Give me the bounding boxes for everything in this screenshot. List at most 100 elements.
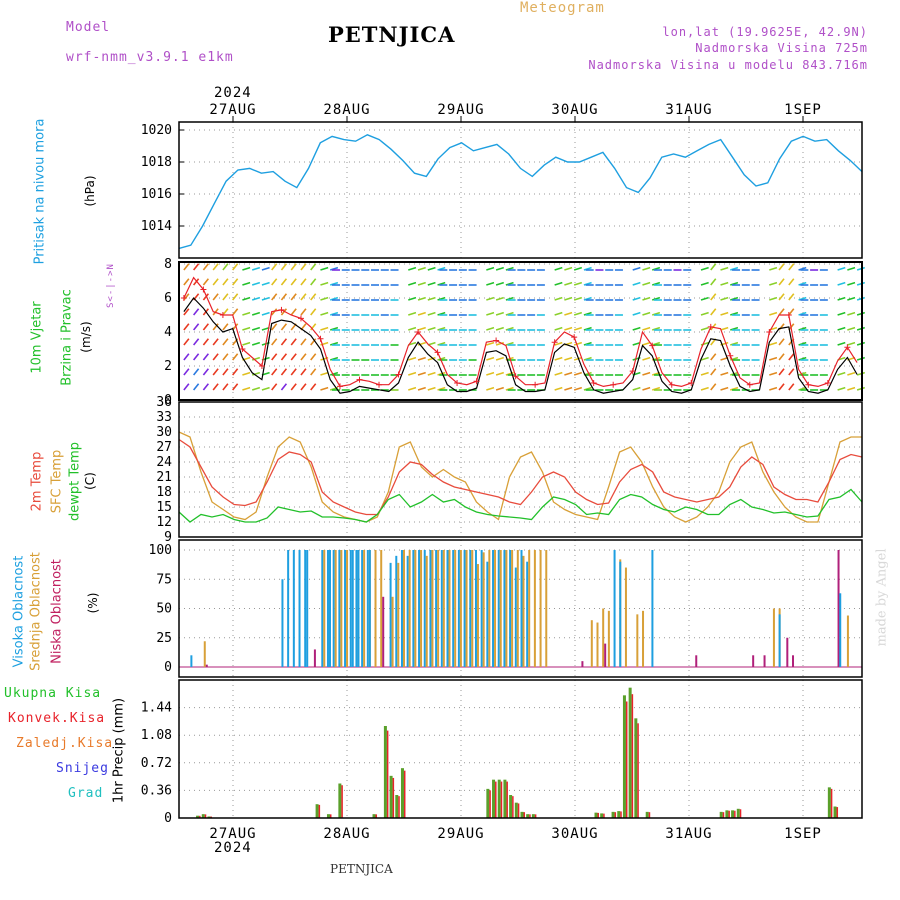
- cloud-mid-bar: [516, 550, 519, 667]
- cloud-mid-bar: [425, 555, 428, 667]
- wind-gust-marker: [200, 286, 207, 293]
- precip-total-bar: [486, 788, 490, 818]
- wind-arrow: [261, 266, 270, 271]
- wind-arrow: [242, 386, 251, 391]
- wind-gust-marker: [668, 381, 675, 388]
- day-label-top-0: 27AUG: [209, 102, 256, 118]
- wind-arrow: [778, 383, 785, 391]
- cloud-mid-bar: [363, 550, 366, 667]
- day-label-top-4: 31AUG: [665, 102, 712, 118]
- wind-arrow: [261, 296, 270, 301]
- wind-arrow: [290, 308, 297, 316]
- precip-conv-bar: [722, 812, 725, 818]
- wind-arrow: [778, 278, 785, 286]
- wind-gust-line: [183, 276, 858, 388]
- wind-arrow: [730, 281, 739, 286]
- wind-arrow: [856, 266, 866, 271]
- wind-arrow: [778, 353, 785, 361]
- wind-arrow: [778, 263, 785, 271]
- cloud-mid-bar: [494, 550, 497, 667]
- tick-label-temp-5: 24: [156, 455, 172, 470]
- temp-label-2: SFC Temp: [49, 449, 65, 514]
- wind-arrow: [778, 368, 785, 376]
- wind-arrow: [495, 281, 504, 286]
- wind-arrow: [710, 368, 717, 376]
- tick-label-temp-0: 9: [164, 530, 172, 545]
- wind-arrow: [183, 323, 190, 331]
- wind-arrow: [554, 311, 563, 316]
- wind-arrow: [251, 341, 261, 346]
- wind-arrow: [310, 323, 317, 331]
- wind-arrow: [730, 266, 739, 271]
- precip-conv-bar: [398, 796, 400, 818]
- wind-gust-marker: [415, 329, 422, 335]
- precip-conv-bar: [386, 730, 389, 818]
- wind-arrow: [486, 296, 495, 301]
- precip-total-bar: [736, 808, 740, 818]
- wind-gust-marker: [278, 306, 285, 313]
- tick-label-cloud-2: 50: [156, 602, 172, 617]
- day-label-bottom-3: 30AUG: [551, 826, 598, 842]
- wind-arrow: [193, 323, 200, 331]
- wind-arrow: [280, 353, 288, 361]
- cloud-high-bar: [440, 550, 443, 667]
- pressure-unit: (hPa): [83, 175, 97, 207]
- precip-total-bar: [600, 813, 604, 818]
- wind-arrow: [212, 323, 219, 331]
- day-label-top-2: 29AUG: [437, 102, 484, 118]
- wind-gust-marker: [454, 380, 461, 386]
- wind-arrow: [564, 296, 573, 301]
- wind-arrow: [632, 281, 641, 286]
- wind-arrow: [202, 293, 209, 301]
- tick-label-precip-4: 1.44: [141, 701, 172, 716]
- cloud-high-bar: [480, 550, 483, 667]
- tick-label-cloud-1: 25: [156, 631, 172, 646]
- wind-arrow: [554, 356, 563, 361]
- wind-arrow: [573, 326, 583, 331]
- wind-arrow: [778, 308, 785, 316]
- wind-arrow: [564, 386, 573, 391]
- wind-arrow: [280, 338, 288, 346]
- cloud-mid-bar: [397, 562, 400, 667]
- wind-arrow: [495, 266, 504, 271]
- precip-total-bar: [520, 811, 524, 818]
- bottom-year: 2024: [214, 840, 252, 856]
- wind-arrow: [290, 293, 297, 301]
- wind-arrow: [329, 371, 339, 376]
- sfc-temp-line: [178, 431, 862, 523]
- wind-gust-marker: [610, 381, 617, 388]
- wind-arrow: [222, 263, 229, 271]
- wind-arrow: [564, 311, 573, 316]
- wind-arrow: [564, 356, 573, 361]
- wind-arrow: [495, 326, 504, 331]
- wind-arrow: [251, 296, 261, 301]
- footer-station: PETNJICA: [330, 862, 393, 876]
- cloud-mid-bar: [596, 622, 599, 667]
- cloud-mid-bar: [323, 550, 326, 667]
- tick-label-precip-1: 0.36: [141, 783, 172, 798]
- wind-arrow: [573, 371, 583, 376]
- precip-conv-bar: [625, 701, 628, 818]
- wind-arrow: [320, 266, 329, 271]
- top-year: 2024: [214, 85, 252, 101]
- wind-arrow: [720, 311, 729, 316]
- wind-arrow: [212, 368, 219, 376]
- cloud-mid-bar: [607, 610, 610, 667]
- wind-arrow: [437, 296, 446, 301]
- cloud-high-bar: [361, 550, 364, 667]
- cloud-high-bar: [412, 550, 415, 667]
- wind-gust-marker: [727, 352, 734, 359]
- wind-arrow: [554, 371, 563, 376]
- precip-total-bar: [400, 768, 404, 818]
- temp-label-1: 2m Temp: [29, 451, 45, 512]
- cloud-mid-bar: [533, 550, 536, 667]
- tick-label-temp-7: 30: [156, 425, 172, 440]
- wind-arrow: [437, 341, 446, 346]
- model-name: wrf-nmm_v3.9.1 e1km: [66, 50, 234, 65]
- wind-arrow: [300, 263, 307, 271]
- wind-arrow: [427, 296, 436, 301]
- precip-total-bar: [497, 779, 501, 818]
- cloud-low-bar: [763, 655, 766, 667]
- wind-arrow: [290, 383, 297, 391]
- cloud-high-bar: [486, 561, 489, 667]
